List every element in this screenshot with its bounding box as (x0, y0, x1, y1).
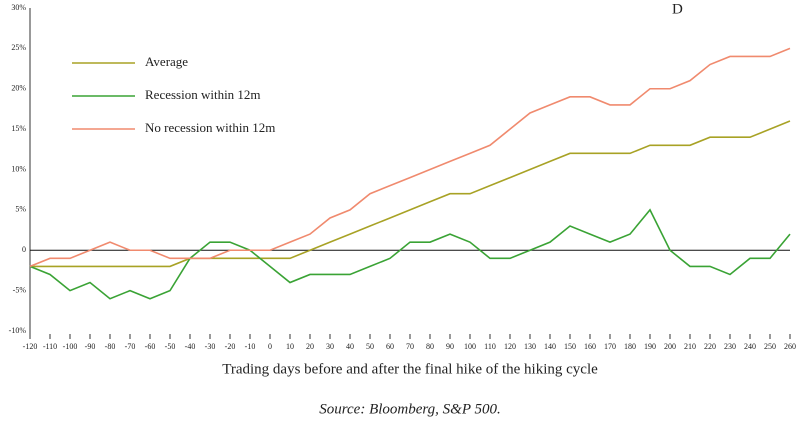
x-tick-label: -30 (205, 342, 216, 351)
legend-label: Average (145, 54, 188, 69)
series-line (29, 208, 791, 300)
x-tick-label: -60 (145, 342, 156, 351)
x-tick-label: 170 (604, 342, 616, 351)
y-tick-label: -5% (13, 285, 27, 294)
x-tick-label: 40 (346, 342, 354, 351)
x-tick-label: -100 (63, 342, 78, 351)
source: Source: Bloomberg, S&P 500. (319, 401, 501, 417)
x-tick-label: 80 (426, 342, 434, 351)
x-tick-label: 60 (386, 342, 394, 351)
x-tick-label: 200 (664, 342, 676, 351)
x-tick-label: 90 (446, 342, 454, 351)
x-tick-label: 0 (268, 342, 272, 351)
x-tick-label: -50 (165, 342, 176, 351)
x-tick-label: 100 (464, 342, 476, 351)
x-tick-label: 130 (524, 342, 536, 351)
x-tick-label: 260 (784, 342, 796, 351)
x-tick-label: 240 (744, 342, 756, 351)
x-tick-label: 50 (366, 342, 374, 351)
x-tick-label: -20 (225, 342, 236, 351)
logo: D (672, 1, 683, 17)
x-tick-label: -70 (125, 342, 136, 351)
y-tick-label: 10% (11, 164, 26, 173)
x-tick-label: 110 (484, 342, 496, 351)
x-tick-label: 150 (564, 342, 576, 351)
y-tick-label: 5% (15, 205, 26, 214)
y-tick-label: 15% (11, 124, 26, 133)
y-tick-label: 0 (22, 245, 26, 254)
x-tick-label: 230 (724, 342, 736, 351)
x-tick-label: -80 (105, 342, 116, 351)
x-tick-label: 30 (326, 342, 334, 351)
series-line (30, 120, 791, 268)
x-tick-label: -40 (185, 342, 196, 351)
x-tick-label: 20 (306, 342, 314, 351)
y-tick-label: 20% (11, 84, 26, 93)
x-tick-label: 220 (704, 342, 716, 351)
y-tick-label: 25% (11, 43, 26, 52)
x-tick-label: -120 (23, 342, 38, 351)
x-tick-label: -10 (245, 342, 256, 351)
x-axis-label: Trading days before and after the final … (222, 361, 598, 377)
x-tick-label: 140 (544, 342, 556, 351)
x-tick-label: 10 (286, 342, 294, 351)
y-tick-label: 30% (11, 3, 26, 12)
series-line (29, 47, 791, 268)
x-tick-label: 190 (644, 342, 656, 351)
x-tick-label: 160 (584, 342, 596, 351)
legend-label: Recession within 12m (145, 87, 261, 102)
x-tick-label: 70 (406, 342, 414, 351)
x-tick-label: 180 (624, 342, 636, 351)
x-tick-label: -110 (43, 342, 57, 351)
x-tick-label: 120 (504, 342, 516, 351)
legend-label: No recession within 12m (145, 120, 275, 135)
y-tick-label: -10% (9, 326, 27, 335)
x-tick-label: 210 (684, 342, 696, 351)
x-tick-label: -90 (85, 342, 96, 351)
x-tick-label: 250 (764, 342, 776, 351)
